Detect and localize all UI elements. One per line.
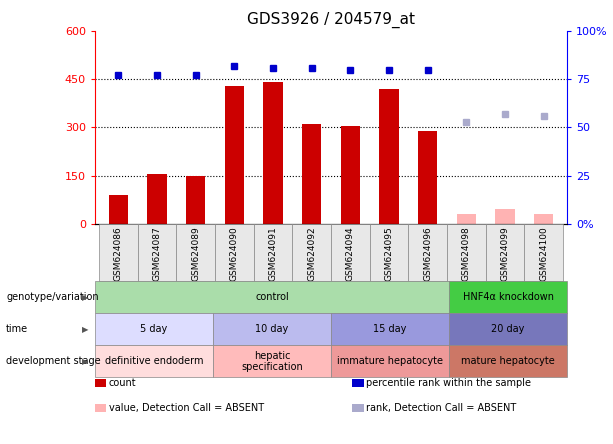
FancyBboxPatch shape [292,224,331,281]
Text: definitive endoderm: definitive endoderm [105,357,204,366]
FancyBboxPatch shape [525,224,563,281]
Bar [264,83,283,224]
Title: GDS3926 / 204579_at: GDS3926 / 204579_at [247,12,415,28]
Text: ▶: ▶ [82,293,89,302]
Text: GSM624094: GSM624094 [346,227,355,281]
Text: GSM624098: GSM624098 [462,227,471,281]
Bar [495,209,515,224]
Bar [147,174,167,224]
Text: ▶: ▶ [82,325,89,334]
Text: 20 day: 20 day [492,325,525,334]
FancyBboxPatch shape [254,224,292,281]
Text: 5 day: 5 day [140,325,167,334]
Text: GSM624095: GSM624095 [384,227,394,281]
Text: GSM624099: GSM624099 [501,227,509,281]
Text: GSM624100: GSM624100 [539,227,548,281]
Bar [224,86,244,224]
Bar [534,214,554,224]
Text: 15 day: 15 day [373,325,406,334]
FancyBboxPatch shape [99,224,137,281]
Text: count: count [109,378,136,388]
Text: GSM624096: GSM624096 [423,227,432,281]
Text: hepatic
specification: hepatic specification [241,351,303,372]
Text: immature hepatocyte: immature hepatocyte [337,357,443,366]
Text: value, Detection Call = ABSENT: value, Detection Call = ABSENT [109,403,264,412]
Bar [341,126,360,224]
Text: percentile rank within the sample: percentile rank within the sample [366,378,531,388]
Bar [109,195,128,224]
Text: GSM624087: GSM624087 [153,227,161,281]
Text: ▶: ▶ [82,357,89,366]
Text: genotype/variation: genotype/variation [6,293,99,302]
Text: GSM624092: GSM624092 [307,227,316,281]
Bar [186,176,205,224]
Text: GSM624090: GSM624090 [230,227,239,281]
FancyBboxPatch shape [331,224,370,281]
Text: rank, Detection Call = ABSENT: rank, Detection Call = ABSENT [366,403,516,412]
Text: mature hepatocyte: mature hepatocyte [461,357,555,366]
Text: GSM624089: GSM624089 [191,227,200,281]
Text: 10 day: 10 day [256,325,289,334]
Bar [302,124,321,224]
FancyBboxPatch shape [215,224,254,281]
FancyBboxPatch shape [485,224,525,281]
Text: development stage: development stage [6,357,101,366]
FancyBboxPatch shape [370,224,408,281]
FancyBboxPatch shape [447,224,485,281]
FancyBboxPatch shape [177,224,215,281]
Text: GSM624091: GSM624091 [268,227,278,281]
Text: control: control [255,293,289,302]
Bar [379,89,398,224]
Bar [418,131,438,224]
Text: HNF4α knockdown: HNF4α knockdown [463,293,554,302]
FancyBboxPatch shape [137,224,177,281]
Bar [457,214,476,224]
Text: GSM624086: GSM624086 [114,227,123,281]
Text: time: time [6,325,28,334]
FancyBboxPatch shape [408,224,447,281]
